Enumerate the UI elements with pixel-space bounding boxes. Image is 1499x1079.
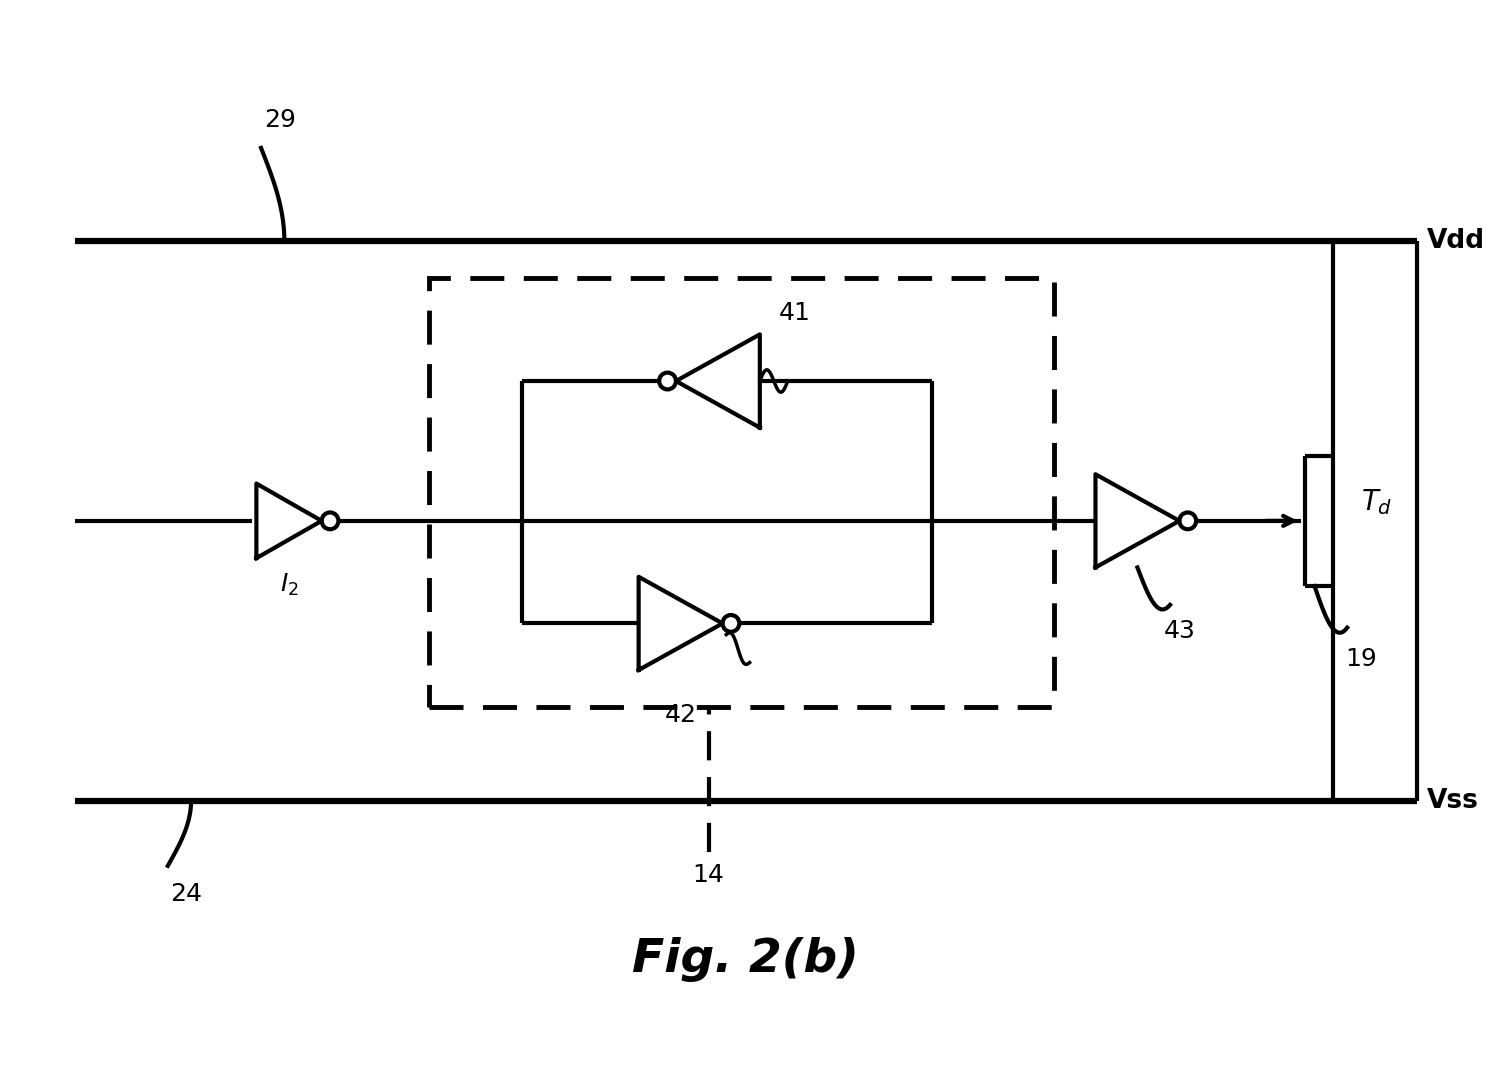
Text: 24: 24	[171, 882, 202, 905]
Text: 19: 19	[1345, 646, 1378, 671]
Text: 42: 42	[664, 702, 697, 726]
Text: $I_2$: $I_2$	[280, 572, 298, 599]
Text: $T_d$: $T_d$	[1361, 488, 1393, 517]
Bar	[429, 278, 1054, 708]
Text: 29: 29	[264, 108, 295, 132]
Text: 41: 41	[778, 301, 811, 325]
Text: 43: 43	[1163, 618, 1195, 643]
Text: Vdd: Vdd	[1427, 228, 1484, 255]
Text: 14: 14	[693, 863, 724, 887]
Text: Fig. 2(b): Fig. 2(b)	[633, 937, 859, 982]
Text: Vss: Vss	[1427, 788, 1478, 814]
